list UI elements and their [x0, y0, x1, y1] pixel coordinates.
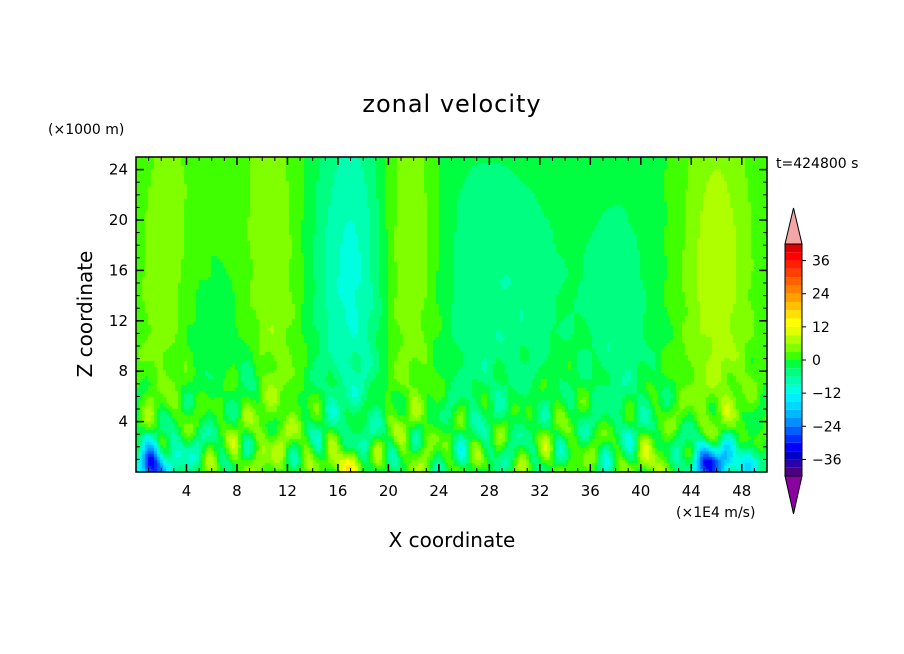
colorbar-segment	[785, 244, 802, 253]
y-axis-label: Z coordinate	[73, 251, 97, 378]
x-tick-label: 16	[328, 482, 347, 500]
y-tick-label: 24	[109, 161, 128, 179]
colorbar-tick-label: −12	[812, 386, 842, 402]
x-axis-label: X coordinate	[389, 528, 516, 552]
x-unit-label: (×1E4 m/s)	[676, 505, 755, 521]
colorbar-segment	[785, 409, 802, 418]
time-label: t=424800 s	[776, 156, 858, 172]
colorbar-tick-label: 24	[812, 287, 830, 303]
plot-area	[136, 157, 767, 472]
x-tick-label: 20	[379, 482, 398, 500]
colorbar-segment	[785, 360, 802, 369]
x-tick-label: 32	[530, 482, 549, 500]
colorbar-segment	[785, 310, 802, 319]
colorbar-segment	[785, 268, 802, 278]
colorbar-tick-label: 0	[812, 353, 821, 369]
x-tick-label: 48	[732, 482, 751, 500]
y-tick-label: 8	[118, 362, 128, 380]
colorbar-segment	[785, 384, 802, 394]
colorbar: 36 24 12 0 −12 −24 −36	[784, 207, 842, 515]
y-axis: 4 8 12 16 20 24	[109, 161, 767, 460]
colorbar-segment	[785, 401, 802, 410]
colorbar-segment	[785, 368, 802, 377]
y-unit-label: (×1000 m)	[48, 122, 124, 138]
colorbar-tick-label: −36	[812, 452, 842, 468]
colorbar-tick-label: 12	[812, 320, 830, 336]
colorbar-under-arrow	[784, 475, 803, 515]
colorbar-segment	[785, 434, 802, 443]
chart-title: zonal velocity	[362, 90, 541, 118]
x-tick-label: 28	[480, 482, 499, 500]
colorbar-segment	[785, 252, 802, 261]
colorbar-segment	[785, 302, 802, 311]
x-tick-label: 40	[631, 482, 650, 500]
colorbar-segment	[785, 293, 802, 302]
y-tick-label: 16	[109, 261, 128, 279]
colorbar-segment	[785, 351, 802, 360]
colorbar-segment	[785, 335, 802, 344]
colorbar-segment	[785, 343, 802, 352]
colorbar-segment	[785, 260, 802, 269]
x-tick-label: 12	[278, 482, 297, 500]
colorbar-segment	[785, 285, 802, 294]
x-tick-label: 44	[682, 482, 701, 500]
colorbar-over-arrow	[784, 207, 803, 245]
colorbar-segment	[785, 326, 802, 336]
colorbar-segment	[785, 418, 802, 427]
colorbar-tick-label: 36	[812, 254, 830, 270]
colorbar-segment	[785, 451, 802, 460]
colorbar-segment	[785, 393, 802, 402]
x-tick-label: 4	[182, 482, 192, 500]
colorbar-segment	[785, 467, 802, 476]
colorbar-tick-label: −24	[812, 419, 842, 435]
y-tick-label: 20	[109, 211, 128, 229]
x-tick-label: 8	[232, 482, 242, 500]
colorbar-segment	[785, 376, 802, 385]
x-tick-label: 36	[581, 482, 600, 500]
x-tick-label: 24	[429, 482, 448, 500]
colorbar-segment	[785, 277, 802, 286]
y-tick-label: 12	[109, 312, 128, 330]
y-tick-label: 4	[118, 413, 128, 431]
colorbar-segment	[785, 442, 802, 452]
colorbar-segment	[785, 426, 802, 435]
colorbar-segment	[785, 318, 802, 327]
heatmap-raster	[136, 157, 767, 472]
x-axis: 4 8 12 16 20 24 28 32 36 40 44 48	[148, 157, 755, 500]
colorbar-segment	[785, 459, 802, 468]
